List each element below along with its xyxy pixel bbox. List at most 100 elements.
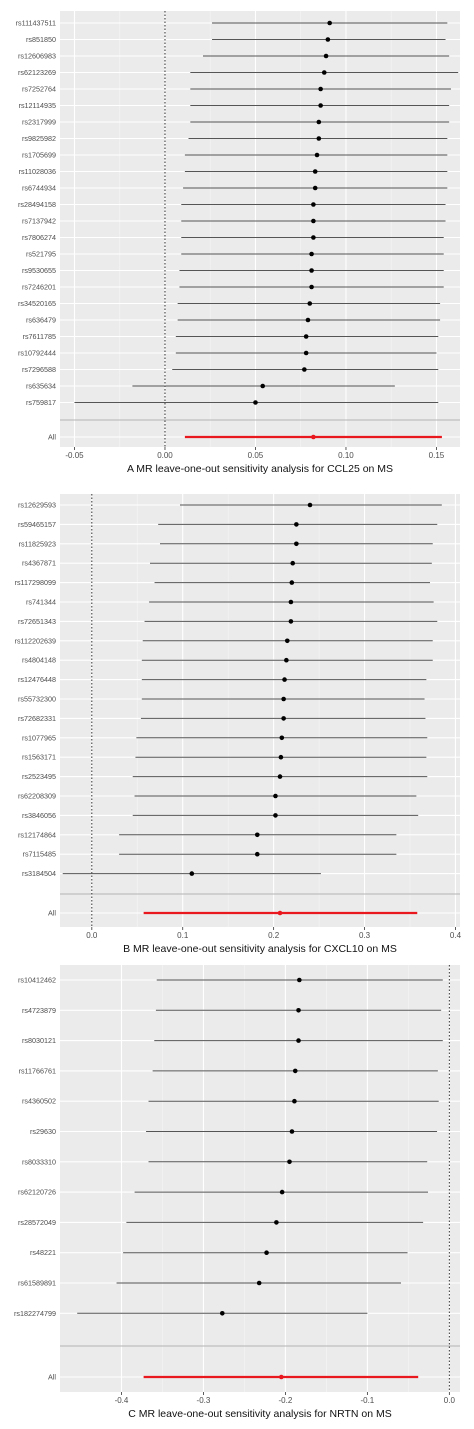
point-estimate-rs1563171	[278, 754, 284, 760]
snp-label-rs28572049: rs28572049	[18, 1218, 56, 1227]
x-tick-label: -0.05	[65, 451, 84, 460]
point-estimate-rs1705699	[314, 152, 320, 158]
x-tick-label: -0.1	[360, 1396, 374, 1405]
point-estimate-rs28572049	[274, 1220, 279, 1225]
point-estimate-rs9825982	[316, 136, 322, 141]
snp-label-rs741344: rs741344	[26, 598, 56, 607]
snp-label-rs7115485: rs7115485	[23, 850, 56, 859]
point-estimate-rs12114935	[318, 103, 323, 108]
snp-label-rs34520165: rs34520165	[18, 299, 56, 308]
x-tick-label: 0.05	[248, 451, 264, 460]
snp-label-rs59465157: rs59465157	[18, 520, 56, 529]
point-estimate-rs851850	[325, 37, 331, 42]
snp-label-rs12114935: rs12114935	[19, 101, 56, 110]
panel-caption: C MR leave-one-out sensitivity analysis …	[128, 1408, 392, 1420]
point-estimate-rs9530655	[309, 268, 314, 273]
point-estimate-rs4804148	[284, 657, 289, 663]
snp-label-rs55732300: rs55732300	[18, 695, 56, 704]
snp-label-rs1705699: rs1705699	[22, 151, 56, 160]
point-estimate-rs635634	[260, 383, 266, 389]
snp-label-rs117298099: rs117298099	[15, 578, 56, 587]
snp-label-rs62208309: rs62208309	[18, 792, 56, 801]
overall-label: All	[48, 1373, 56, 1382]
panel-caption: B MR leave-one-out sensitivity analysis …	[123, 943, 397, 955]
snp-label-rs48221: rs48221	[30, 1248, 56, 1257]
point-estimate-rs12476448	[282, 677, 287, 682]
snp-label-rs4723879: rs4723879	[22, 1006, 56, 1015]
snp-label-rs851850: rs851850	[26, 35, 56, 44]
x-tick-label: 0.4	[450, 931, 462, 940]
snp-label-rs12476448: rs12476448	[18, 675, 56, 684]
point-estimate-rs112202639	[284, 638, 290, 644]
x-tick-label: -0.4	[115, 1396, 129, 1405]
snp-label-rs9825982: rs9825982	[22, 134, 56, 143]
overall-point-estimate	[279, 1374, 284, 1380]
snp-label-rs72682331: rs72682331	[18, 714, 56, 723]
snp-label-rs12606983: rs12606983	[18, 52, 56, 61]
snp-label-rs6744934: rs6744934	[22, 184, 56, 193]
x-tick-label: 0.00	[157, 451, 173, 460]
point-estimate-rs521795	[309, 251, 314, 257]
point-estimate-rs1077965	[279, 735, 285, 741]
snp-label-rs9530655: rs9530655	[22, 266, 56, 275]
x-tick-label: 0.10	[338, 451, 354, 460]
point-estimate-rs72682331	[281, 716, 286, 721]
snp-label-rs62120726: rs62120726	[18, 1188, 56, 1197]
point-estimate-rs62120726	[279, 1189, 285, 1195]
point-estimate-rs61589891	[256, 1280, 262, 1286]
point-estimate-rs741344	[288, 599, 294, 605]
x-tick-label: -0.3	[197, 1396, 211, 1405]
point-estimate-rs34520165	[307, 301, 313, 306]
x-tick-label: 0.15	[429, 451, 445, 460]
snp-label-rs111437511: rs111437511	[16, 19, 56, 28]
overall-point-estimate	[277, 910, 283, 916]
snp-label-rs3184504: rs3184504	[22, 869, 56, 878]
point-estimate-rs11825923	[294, 541, 299, 547]
point-estimate-rs29630	[289, 1129, 295, 1134]
snp-label-rs8030121: rs8030121	[22, 1036, 56, 1045]
point-estimate-rs2523495	[277, 774, 283, 779]
panel-background	[60, 494, 460, 927]
snp-label-rs11766761: rs11766761	[19, 1066, 56, 1075]
snp-label-rs11825923: rs11825923	[19, 539, 56, 548]
x-tick-label: 0.0	[444, 1396, 456, 1405]
point-estimate-rs11766761	[292, 1068, 298, 1074]
point-estimate-rs4360502	[292, 1098, 297, 1104]
snp-label-rs10792444: rs10792444	[18, 349, 56, 358]
snp-label-rs112202639: rs112202639	[15, 636, 56, 645]
snp-label-rs28494158: rs28494158	[18, 200, 56, 209]
point-estimate-rs7252764	[318, 86, 323, 92]
panel-background	[60, 965, 460, 1392]
snp-label-rs7246201: rs7246201	[22, 283, 56, 292]
point-estimate-rs4723879	[296, 1008, 301, 1013]
x-tick-label: 0.0	[86, 931, 98, 940]
snp-label-rs7137942: rs7137942	[22, 217, 56, 226]
point-estimate-rs72651343	[288, 619, 294, 624]
snp-label-rs8033310: rs8033310	[22, 1157, 56, 1166]
point-estimate-rs62208309	[273, 793, 278, 799]
forest-panel-1: rs111437511 rs851850 rs12606983 rs62123269 r…	[16, 11, 460, 475]
snp-label-rs182274799: rs182274799	[14, 1309, 56, 1318]
x-tick-label: 0.1	[177, 931, 189, 940]
overall-label: All	[48, 433, 56, 442]
point-estimate-rs111437511	[327, 20, 332, 26]
point-estimate-rs12174864	[254, 832, 260, 838]
snp-label-rs7252764: rs7252764	[22, 85, 56, 94]
point-estimate-rs7611785	[303, 334, 309, 339]
snp-label-rs12174864: rs12174864	[18, 830, 56, 839]
point-estimate-rs12629593	[307, 502, 313, 508]
point-estimate-rs28494158	[311, 202, 316, 207]
point-estimate-rs2317999	[316, 119, 322, 125]
point-estimate-rs12606983	[323, 53, 329, 59]
snp-label-rs72651343: rs72651343	[18, 617, 56, 626]
snp-label-rs521795: rs521795	[26, 250, 56, 259]
point-estimate-rs7246201	[309, 284, 314, 290]
point-estimate-rs182274799	[219, 1311, 225, 1316]
point-estimate-rs10412462	[297, 977, 302, 983]
snp-label-rs4360502: rs4360502	[22, 1097, 56, 1106]
snp-label-rs7296588: rs7296588	[22, 365, 56, 374]
point-estimate-rs7806274	[311, 235, 316, 240]
snp-label-rs61589891: rs61589891	[18, 1279, 56, 1288]
x-tick-label: 0.3	[359, 931, 371, 940]
